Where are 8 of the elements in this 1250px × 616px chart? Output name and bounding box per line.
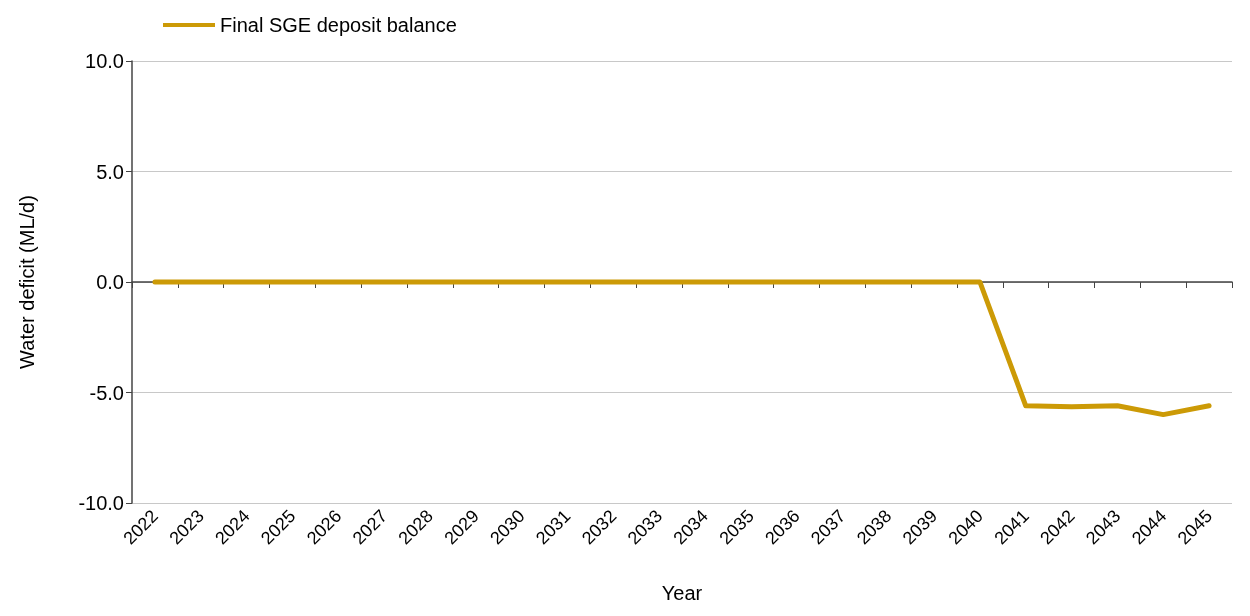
y-tick-label: -5.0 <box>89 381 124 404</box>
y-tick-label: 10.0 <box>85 50 124 72</box>
y-tick-label: 0.0 <box>96 271 124 293</box>
legend-label: Final SGE deposit balance <box>220 14 457 36</box>
y-tick-label: -10.0 <box>78 492 124 514</box>
x-axis-title: Year <box>661 582 703 604</box>
y-tick-label: 5.0 <box>96 160 124 183</box>
y-axis-title: Water deficit (ML/d) <box>16 195 38 369</box>
